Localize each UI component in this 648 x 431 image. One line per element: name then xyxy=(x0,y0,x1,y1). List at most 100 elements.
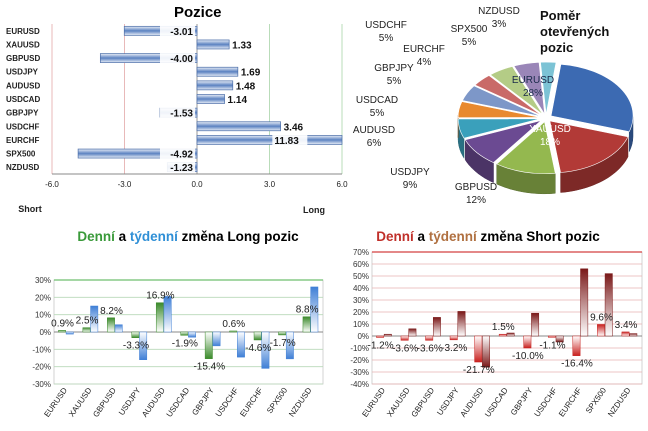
value-label: 1.14 xyxy=(228,95,248,106)
value-label: 2.5% xyxy=(76,316,99,327)
pie-label-name: XAUUSD xyxy=(529,124,571,135)
bar xyxy=(408,328,417,337)
value-label: -10.0% xyxy=(512,351,544,362)
bar xyxy=(629,333,638,337)
bar xyxy=(310,286,319,333)
bar xyxy=(229,330,238,333)
category-label: GBPUSD xyxy=(6,54,40,63)
y-tick-label: -10% xyxy=(350,344,369,353)
category-label: XAUUSD xyxy=(6,40,40,49)
short-changes-chart: Denní a týdenní změna Short pozic -40% -30… xyxy=(330,222,648,431)
value-label: -21.7% xyxy=(463,365,495,376)
chart-title-part: změna Long pozic xyxy=(178,229,299,244)
category-label: USDJPY xyxy=(117,385,143,417)
value-label: 1.5% xyxy=(492,322,515,333)
chart-title: Denní a týdenní změna Short pozic xyxy=(376,229,600,244)
bar xyxy=(139,331,148,360)
category-label: EURUSD xyxy=(42,386,69,419)
category-label: EURCHF xyxy=(6,136,39,145)
long-changes-chart: Denní a týdenní změna Long pozic -30% -20%… xyxy=(0,222,330,431)
value-label: 8.2% xyxy=(100,306,123,317)
category-label: AUDUSD xyxy=(459,386,486,419)
bar xyxy=(555,335,564,343)
y-tick-label: 30% xyxy=(35,276,51,285)
pie-slice xyxy=(496,121,556,175)
bar xyxy=(204,331,213,359)
positions-chart-svg: -6.0 -3.0 0.0 3.0 6.0 Short Long EURUSD -3.01 XAU… xyxy=(6,24,348,215)
value-label: -4.92 xyxy=(170,150,193,161)
pie-label-name: GBPUSD xyxy=(455,182,497,193)
category-label: AUDUSD xyxy=(6,81,40,90)
chart-title-part: a xyxy=(414,229,429,244)
category-label: EURCHF xyxy=(557,386,584,419)
chart-title: Denní a týdenní změna Long pozic xyxy=(77,229,299,244)
value-label-bg xyxy=(160,161,195,174)
category-label: USDCHF xyxy=(532,386,559,419)
pie-slice xyxy=(464,120,542,163)
long-label: Long xyxy=(303,205,325,215)
pie-title-line: otevřených xyxy=(540,24,609,39)
value-label: -1.7% xyxy=(270,338,296,349)
pie-label-value: 5% xyxy=(379,33,394,44)
x-tick-label: 3.0 xyxy=(264,180,276,189)
value-label: 3.46 xyxy=(284,122,304,133)
y-tick-label: 20% xyxy=(353,308,369,317)
bar xyxy=(285,331,294,360)
value-label: 16.9% xyxy=(146,291,174,302)
category-label: NZDUSD xyxy=(287,386,314,419)
value-label-bg xyxy=(233,79,263,92)
y-tick-label: 0% xyxy=(357,332,369,341)
plot-area xyxy=(371,251,643,385)
bar xyxy=(482,335,490,368)
bar xyxy=(572,335,581,356)
value-label-bg xyxy=(160,52,195,65)
y-tick-label: -30% xyxy=(32,380,51,389)
y-tick-label: -40% xyxy=(350,380,369,389)
category-label: GBPUSD xyxy=(91,386,118,419)
bar xyxy=(449,335,458,341)
bar xyxy=(278,331,287,336)
bar xyxy=(58,330,66,333)
short-label: Short xyxy=(18,204,42,214)
value-label: -1.1% xyxy=(539,340,565,351)
value-label: -4.6% xyxy=(245,343,271,354)
bar xyxy=(457,311,466,337)
bar xyxy=(253,331,262,341)
y-tick-label: 50% xyxy=(353,272,369,281)
pie-label-name: SPX500 xyxy=(451,24,488,35)
bar xyxy=(261,331,270,369)
category-label: SPX500 xyxy=(584,386,609,416)
value-label: -1.23 xyxy=(170,163,193,174)
bar xyxy=(376,335,385,338)
bar xyxy=(237,331,245,358)
value-label: -1.53 xyxy=(170,109,193,120)
bar xyxy=(196,66,239,77)
y-tick-label: 40% xyxy=(353,284,369,293)
bar xyxy=(90,305,99,333)
value-label: -1.2% xyxy=(368,340,394,351)
x-tick-label: 0.0 xyxy=(191,180,203,189)
bar xyxy=(188,331,196,338)
y-tick-label: 70% xyxy=(353,248,369,257)
category-label: NZDUSD xyxy=(6,163,40,172)
value-label: -3.2% xyxy=(441,343,467,354)
pie-label-value: 18% xyxy=(540,137,560,148)
bar xyxy=(425,335,434,341)
value-label-bg xyxy=(160,147,195,160)
open-positions-pie-chart: EURUSD 28% XAUUSD 18% GBPUSD 12% USDJPY 9% AUDUS… xyxy=(348,0,648,220)
category-label: USDJPY xyxy=(6,68,39,77)
bar xyxy=(196,121,281,132)
bar xyxy=(196,135,343,145)
bar xyxy=(302,316,311,333)
pie-label-name: AUDUSD xyxy=(353,125,395,136)
category-label: GBPJPY xyxy=(190,385,216,417)
category-label: AUDUSD xyxy=(140,386,167,419)
value-label-bg xyxy=(225,93,255,105)
value-label: -16.4% xyxy=(561,359,593,370)
bar xyxy=(180,331,189,336)
y-tick-label: 30% xyxy=(353,296,369,305)
value-label-bg xyxy=(238,65,268,78)
bar xyxy=(65,331,74,335)
pie-label-value: 28% xyxy=(523,88,543,99)
pie-slice xyxy=(474,75,542,116)
